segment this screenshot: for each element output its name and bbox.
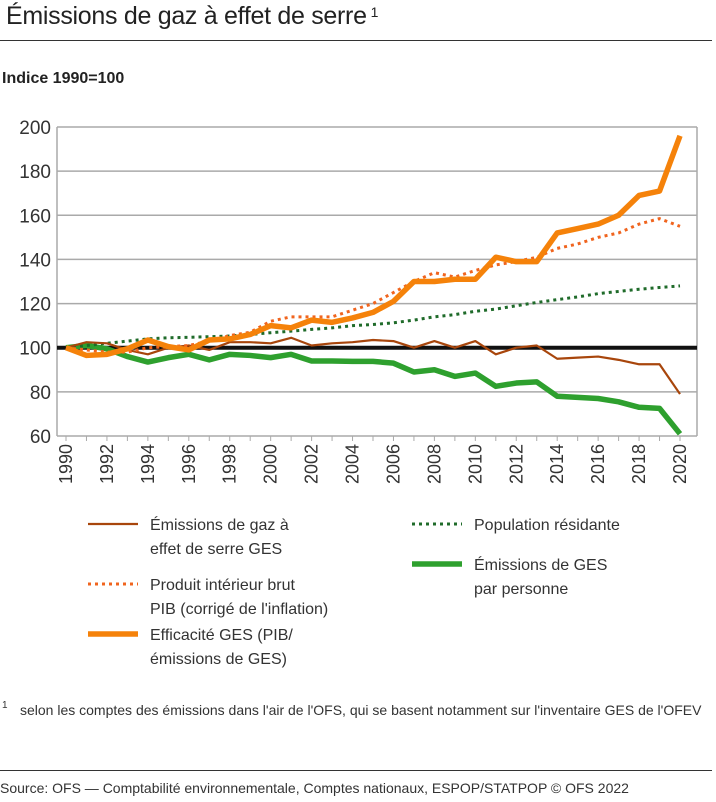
x-tick-label: 1990 bbox=[56, 444, 76, 484]
x-tick-label: 1994 bbox=[138, 444, 158, 484]
legend-label: Produit intérieur brut bbox=[150, 577, 296, 594]
legend-label: Émissions de gaz à bbox=[150, 515, 289, 534]
legend-label: Émissions de GES bbox=[474, 555, 607, 574]
chart-title: Émissions de gaz à effet de serre 1 bbox=[6, 2, 378, 31]
series-line bbox=[65, 134, 683, 359]
legend-label: effet de serre GES bbox=[150, 541, 282, 558]
footnote-text: selon les comptes des émissions dans l'a… bbox=[20, 702, 702, 718]
x-tick-label: 2012 bbox=[506, 444, 526, 484]
legend-label: Efficacité GES (PIB/ bbox=[150, 627, 293, 644]
title-footnote-mark: 1 bbox=[370, 4, 379, 20]
source-note: Source: OFS — Comptabilité environnement… bbox=[0, 780, 629, 796]
footnote-mark: 1 bbox=[2, 700, 8, 711]
title-text: Émissions de gaz à effet de serre bbox=[6, 2, 367, 30]
y-tick-label: 80 bbox=[30, 383, 51, 404]
y-tick-label: 160 bbox=[19, 206, 51, 227]
x-tick-label: 2002 bbox=[302, 444, 322, 484]
x-tick-label: 2018 bbox=[629, 444, 649, 484]
x-tick-label: 1996 bbox=[179, 444, 199, 484]
legend-label: Population résidante bbox=[474, 517, 620, 534]
series-line bbox=[65, 284, 681, 350]
x-tick-label: 2006 bbox=[383, 444, 403, 484]
x-tick-label: 1998 bbox=[220, 444, 240, 484]
y-tick-label: 180 bbox=[19, 162, 51, 183]
y-tick-label: 100 bbox=[19, 339, 51, 360]
x-tick-label: 1992 bbox=[97, 444, 117, 484]
x-tick-label: 2008 bbox=[424, 444, 444, 484]
line-chart: 60 80 100 120 140 160 180 200 1990 1992 1994 1996 19… bbox=[19, 118, 698, 668]
divider bbox=[0, 770, 712, 771]
legend-label: par personne bbox=[474, 581, 568, 598]
x-tick-label: 2016 bbox=[588, 444, 608, 484]
divider bbox=[0, 40, 712, 41]
x-tick-label: 2014 bbox=[547, 444, 567, 484]
y-tick-label: 120 bbox=[19, 295, 51, 316]
series-line bbox=[65, 217, 681, 354]
legend-label: PIB (corrigé de l'inflation) bbox=[150, 601, 328, 618]
y-tick-label: 200 bbox=[19, 118, 51, 139]
y-tick-label: 60 bbox=[30, 427, 51, 448]
x-tick-label: 2010 bbox=[465, 444, 485, 484]
x-tick-label: 2020 bbox=[670, 444, 690, 484]
chart-subtitle: Indice 1990=100 bbox=[2, 70, 125, 87]
series-line bbox=[65, 342, 683, 436]
footnote: 1 selon les comptes des émissions dans l… bbox=[0, 700, 710, 720]
x-tick-label: 2004 bbox=[343, 444, 363, 484]
legend-label: émissions de GES) bbox=[150, 651, 287, 668]
y-tick-label: 140 bbox=[19, 250, 51, 271]
x-tick-label: 2000 bbox=[261, 444, 281, 484]
